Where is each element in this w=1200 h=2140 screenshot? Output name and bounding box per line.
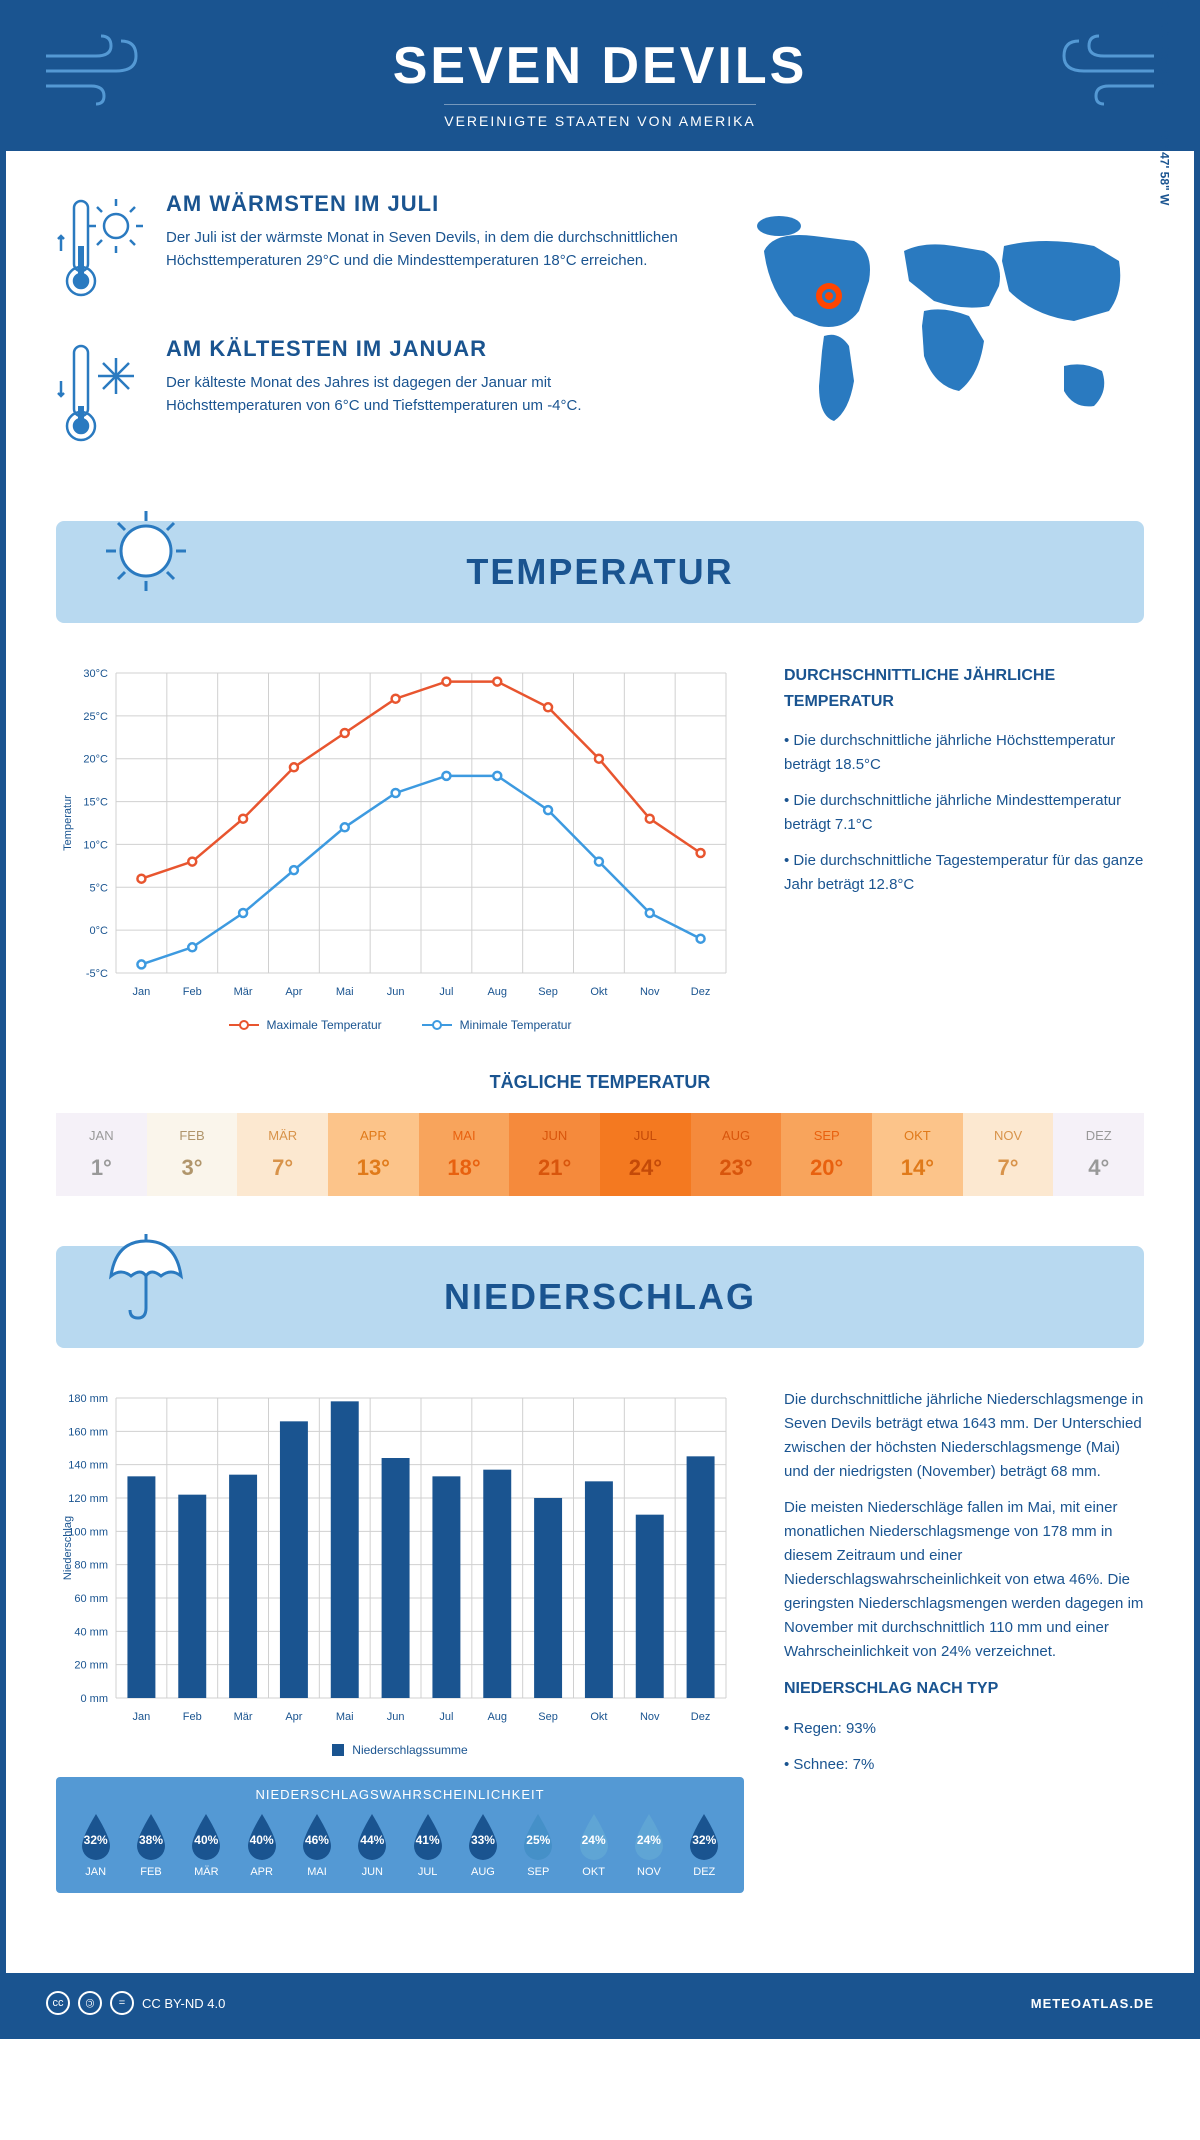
prob-drop: 32%DEZ [680,1812,729,1878]
svg-text:20 mm: 20 mm [74,1660,108,1672]
precipitation-probability: NIEDERSCHLAGSWAHRSCHEINLICHKEIT 32%JAN38… [56,1777,744,1893]
temp-cell: OKT14° [872,1113,963,1196]
coldest-block: AM KÄLTESTEN IM JANUAR Der kälteste Mona… [56,336,684,451]
page-subtitle: VEREINIGTE STAATEN VON AMERIKA [444,104,756,129]
temp-cell: JUL24° [600,1113,691,1196]
temp-cell: MÄR7° [237,1113,328,1196]
svg-text:Temperatur: Temperatur [62,795,74,851]
svg-text:Apr: Apr [285,1711,302,1723]
svg-text:0°C: 0°C [90,925,109,937]
svg-text:Jul: Jul [439,1711,453,1723]
svg-text:Sep: Sep [538,986,558,998]
svg-text:Mai: Mai [336,986,354,998]
prob-drop: 38%FEB [126,1812,175,1878]
coldest-title: AM KÄLTESTEN IM JANUAR [166,336,684,362]
svg-text:10°C: 10°C [83,839,108,851]
svg-text:Sep: Sep [538,1711,558,1723]
temp-cell: JAN1° [56,1113,147,1196]
daily-temp-table: JAN1°FEB3°MÄR7°APR13°MAI18°JUN21°JUL24°A… [56,1113,1144,1196]
footer: cc🄯= CC BY-ND 4.0 METEOATLAS.DE [6,1973,1194,2033]
prob-drop: 24%OKT [569,1812,618,1878]
svg-text:120 mm: 120 mm [68,1493,108,1505]
svg-text:20°C: 20°C [83,754,108,766]
brand: METEOATLAS.DE [1031,1996,1154,2011]
prob-drop: 41%JUL [403,1812,452,1878]
temp-cell: SEP20° [781,1113,872,1196]
world-map: NORTH CAROLINA 36° 9' 20" N — 81° 47' 58… [724,191,1144,481]
svg-text:160 mm: 160 mm [68,1426,108,1438]
svg-text:Jun: Jun [387,1711,405,1723]
svg-text:80 mm: 80 mm [74,1560,108,1572]
header: SEVEN DEVILS VEREINIGTE STAATEN VON AMER… [6,6,1194,151]
prob-drop: 33%AUG [458,1812,507,1878]
wind-icon [36,26,156,111]
prob-drop: 40%MÄR [182,1812,231,1878]
prob-drop: 46%MAI [292,1812,341,1878]
svg-text:140 mm: 140 mm [68,1460,108,1472]
svg-text:Aug: Aug [487,986,507,998]
precipitation-chart: 0 mm 20 mm 40 mm 60 mm 80 mm 100 mm 120 mm 140 … [56,1388,736,1728]
umbrella-icon [96,1226,196,1331]
svg-text:15°C: 15°C [83,797,108,809]
svg-text:Okt: Okt [590,986,607,998]
svg-text:Dez: Dez [691,1711,711,1723]
svg-text:5°C: 5°C [90,882,109,894]
temp-cell: MAI18° [419,1113,510,1196]
temp-cell: NOV7° [963,1113,1054,1196]
svg-text:Jul: Jul [439,986,453,998]
sun-icon [96,501,196,606]
svg-text:Feb: Feb [183,1711,202,1723]
coldest-text: Der kälteste Monat des Jahres ist dagege… [166,372,684,417]
wind-icon [1044,26,1164,111]
daily-temp-title: TÄGLICHE TEMPERATUR [56,1072,1144,1093]
svg-text:Aug: Aug [487,1711,507,1723]
temp-cell: APR13° [328,1113,419,1196]
warmest-block: AM WÄRMSTEN IM JULI Der Juli ist der wär… [56,191,684,306]
svg-text:Mär: Mär [234,1711,253,1723]
svg-text:Jan: Jan [133,1711,151,1723]
temp-cell: FEB3° [147,1113,238,1196]
warmest-title: AM WÄRMSTEN IM JULI [166,191,684,217]
temp-cell: DEZ4° [1053,1113,1144,1196]
prob-drop: 40%APR [237,1812,286,1878]
svg-text:Feb: Feb [183,986,202,998]
svg-text:100 mm: 100 mm [68,1526,108,1538]
svg-text:30°C: 30°C [83,668,108,680]
svg-text:Okt: Okt [590,1711,607,1723]
chart-legend: Niederschlagssumme [56,1743,744,1757]
precipitation-summary: Die durchschnittliche jährliche Niedersc… [784,1388,1144,1893]
svg-text:25°C: 25°C [83,711,108,723]
temp-cell: JUN21° [509,1113,600,1196]
svg-text:Mai: Mai [336,1711,354,1723]
coordinates: NORTH CAROLINA 36° 9' 20" N — 81° 47' 58… [1157,0,1171,205]
license: cc🄯= CC BY-ND 4.0 [46,1991,225,2015]
svg-text:Nov: Nov [640,1711,660,1723]
svg-text:Jan: Jan [133,986,151,998]
svg-text:Apr: Apr [285,986,302,998]
svg-text:40 mm: 40 mm [74,1626,108,1638]
svg-text:0 mm: 0 mm [81,1693,109,1705]
warmest-text: Der Juli ist der wärmste Monat in Seven … [166,227,684,272]
svg-text:Dez: Dez [691,986,711,998]
section-header-precipitation: NIEDERSCHLAG [56,1246,1144,1348]
svg-text:Niederschlag: Niederschlag [62,1516,74,1580]
prob-drop: 44%JUN [348,1812,397,1878]
section-header-temperature: TEMPERATUR [56,521,1144,623]
prob-drop: 25%SEP [514,1812,563,1878]
thermometer-hot-icon [56,191,146,306]
prob-drop: 24%NOV [624,1812,673,1878]
svg-text:-5°C: -5°C [86,968,108,980]
page-title: SEVEN DEVILS [26,36,1174,96]
thermometer-cold-icon [56,336,146,451]
temperature-summary: DURCHSCHNITTLICHE JÄHRLICHE TEMPERATUR •… [784,663,1144,1032]
chart-legend: .legend-line[style*="e8552f"]::before{bo… [56,1018,744,1032]
svg-text:60 mm: 60 mm [74,1593,108,1605]
svg-text:Jun: Jun [387,986,405,998]
temp-cell: AUG23° [691,1113,782,1196]
temperature-chart: -5°C 0°C 5°C 10°C 15°C 20°C 25°C 30°C Jan Feb Mär A… [56,663,744,1032]
svg-text:Mär: Mär [234,986,253,998]
prob-drop: 32%JAN [71,1812,120,1878]
svg-text:180 mm: 180 mm [68,1393,108,1405]
svg-text:Nov: Nov [640,986,660,998]
